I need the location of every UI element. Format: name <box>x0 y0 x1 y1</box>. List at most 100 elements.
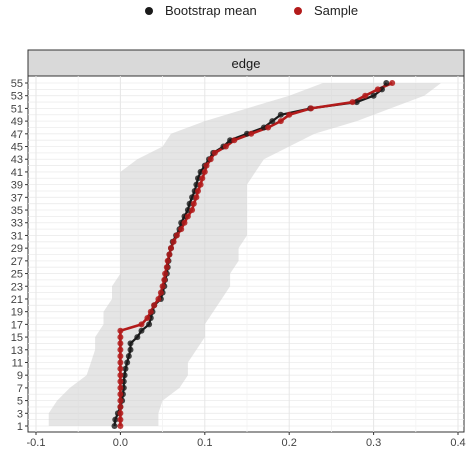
point-sample <box>117 397 124 404</box>
y-tick-label: 29 <box>11 243 23 255</box>
y-tick-label: 33 <box>11 218 23 230</box>
point-sample <box>117 327 124 334</box>
y-tick-label: 45 <box>11 142 23 154</box>
y-tick-label: 37 <box>11 192 23 204</box>
point-sample <box>117 334 124 341</box>
point-bootstrap-mean <box>122 365 129 372</box>
point-sample <box>163 264 170 271</box>
y-tick-label: 25 <box>11 269 23 281</box>
point-bootstrap-mean <box>127 346 134 353</box>
confidence-band <box>48 83 442 426</box>
point-bootstrap-mean <box>379 86 385 93</box>
point-sample <box>161 276 168 283</box>
y-tick-label: 27 <box>11 256 23 268</box>
point-sample <box>117 346 124 353</box>
facet-title: edge <box>232 56 261 71</box>
x-tick-label: 0.1 <box>197 437 212 449</box>
x-tick-label: 0.2 <box>282 437 297 449</box>
point-sample <box>222 143 229 150</box>
point-sample <box>193 194 200 201</box>
point-sample <box>195 188 201 194</box>
x-tick-label: 0.4 <box>450 437 465 449</box>
y-tick-label: 9 <box>17 370 23 382</box>
point-bootstrap-mean <box>370 92 377 99</box>
point-sample <box>189 207 196 213</box>
point-sample <box>308 105 315 112</box>
point-bootstrap-mean <box>353 99 360 106</box>
x-tick-label: 0.3 <box>366 437 381 449</box>
y-tick-label: 55 <box>11 78 23 90</box>
point-sample <box>117 410 124 417</box>
legend-label-sample: Sample <box>314 3 359 18</box>
point-sample <box>181 219 188 226</box>
point-sample <box>155 296 162 302</box>
axes-layer: 1357911131517192123252729313335373941434… <box>11 78 466 449</box>
y-tick-label: 21 <box>11 294 23 306</box>
point-bootstrap-mean <box>193 181 200 188</box>
point-sample <box>117 359 124 366</box>
point-sample <box>170 238 177 245</box>
point-sample <box>151 302 158 309</box>
legend-label-bootstrap-mean: Bootstrap mean <box>165 3 257 18</box>
y-tick-label: 11 <box>12 357 23 369</box>
point-sample <box>286 111 293 118</box>
y-tick-label: 7 <box>17 383 23 395</box>
point-bootstrap-mean <box>186 200 193 207</box>
point-sample <box>211 149 218 156</box>
point-bootstrap-mean <box>269 118 276 125</box>
point-sample <box>117 353 124 360</box>
y-tick-label: 5 <box>17 396 23 408</box>
point-bootstrap-mean <box>121 372 128 379</box>
legend-dot-sample <box>294 6 302 15</box>
legend-item-bootstrap-mean: Bootstrap mean <box>145 3 257 18</box>
y-tick-label: 51 <box>11 103 23 115</box>
point-bootstrap-mean <box>189 194 196 201</box>
point-sample <box>197 181 204 188</box>
point-sample <box>117 391 124 398</box>
point-sample <box>248 130 255 137</box>
point-sample <box>231 137 238 144</box>
point-bootstrap-mean <box>125 353 132 360</box>
point-sample <box>362 92 369 99</box>
y-tick-label: 17 <box>11 319 23 331</box>
point-sample <box>190 200 197 207</box>
series-points-layer <box>111 80 396 429</box>
y-tick-label: 35 <box>11 205 23 217</box>
point-bootstrap-mean <box>127 340 134 347</box>
point-bootstrap-mean <box>138 327 145 334</box>
x-tick-label: 0.0 <box>113 437 128 449</box>
point-sample <box>265 124 272 131</box>
point-sample <box>349 99 356 106</box>
point-bootstrap-mean <box>195 175 201 182</box>
point-sample <box>117 403 124 410</box>
point-bootstrap-mean <box>134 334 141 341</box>
y-tick-label: 41 <box>11 167 23 179</box>
point-sample <box>207 156 214 163</box>
point-sample <box>117 372 124 379</box>
point-sample <box>117 365 124 372</box>
point-sample <box>117 378 124 385</box>
y-tick-label: 49 <box>11 116 23 128</box>
point-bootstrap-mean <box>124 359 131 366</box>
legend-item-sample: Sample <box>294 3 358 18</box>
point-bootstrap-mean <box>260 124 267 131</box>
y-tick-label: 3 <box>17 408 23 420</box>
point-sample <box>178 226 185 233</box>
point-sample <box>374 86 381 93</box>
point-sample <box>117 416 124 423</box>
y-tick-label: 13 <box>11 345 23 357</box>
point-sample <box>168 245 174 252</box>
point-bootstrap-mean <box>244 130 250 137</box>
x-tick-label: -0.1 <box>27 437 46 449</box>
point-sample <box>147 308 154 315</box>
point-sample <box>203 162 210 169</box>
point-bootstrap-mean <box>146 321 153 328</box>
point-sample <box>164 257 171 264</box>
y-tick-label: 39 <box>11 180 23 192</box>
point-sample <box>157 289 164 296</box>
y-tick-label: 23 <box>11 281 23 293</box>
ci-band-layer <box>48 83 442 426</box>
point-sample <box>389 80 396 86</box>
legend: Bootstrap mean Sample <box>0 3 474 21</box>
point-sample <box>201 168 208 175</box>
